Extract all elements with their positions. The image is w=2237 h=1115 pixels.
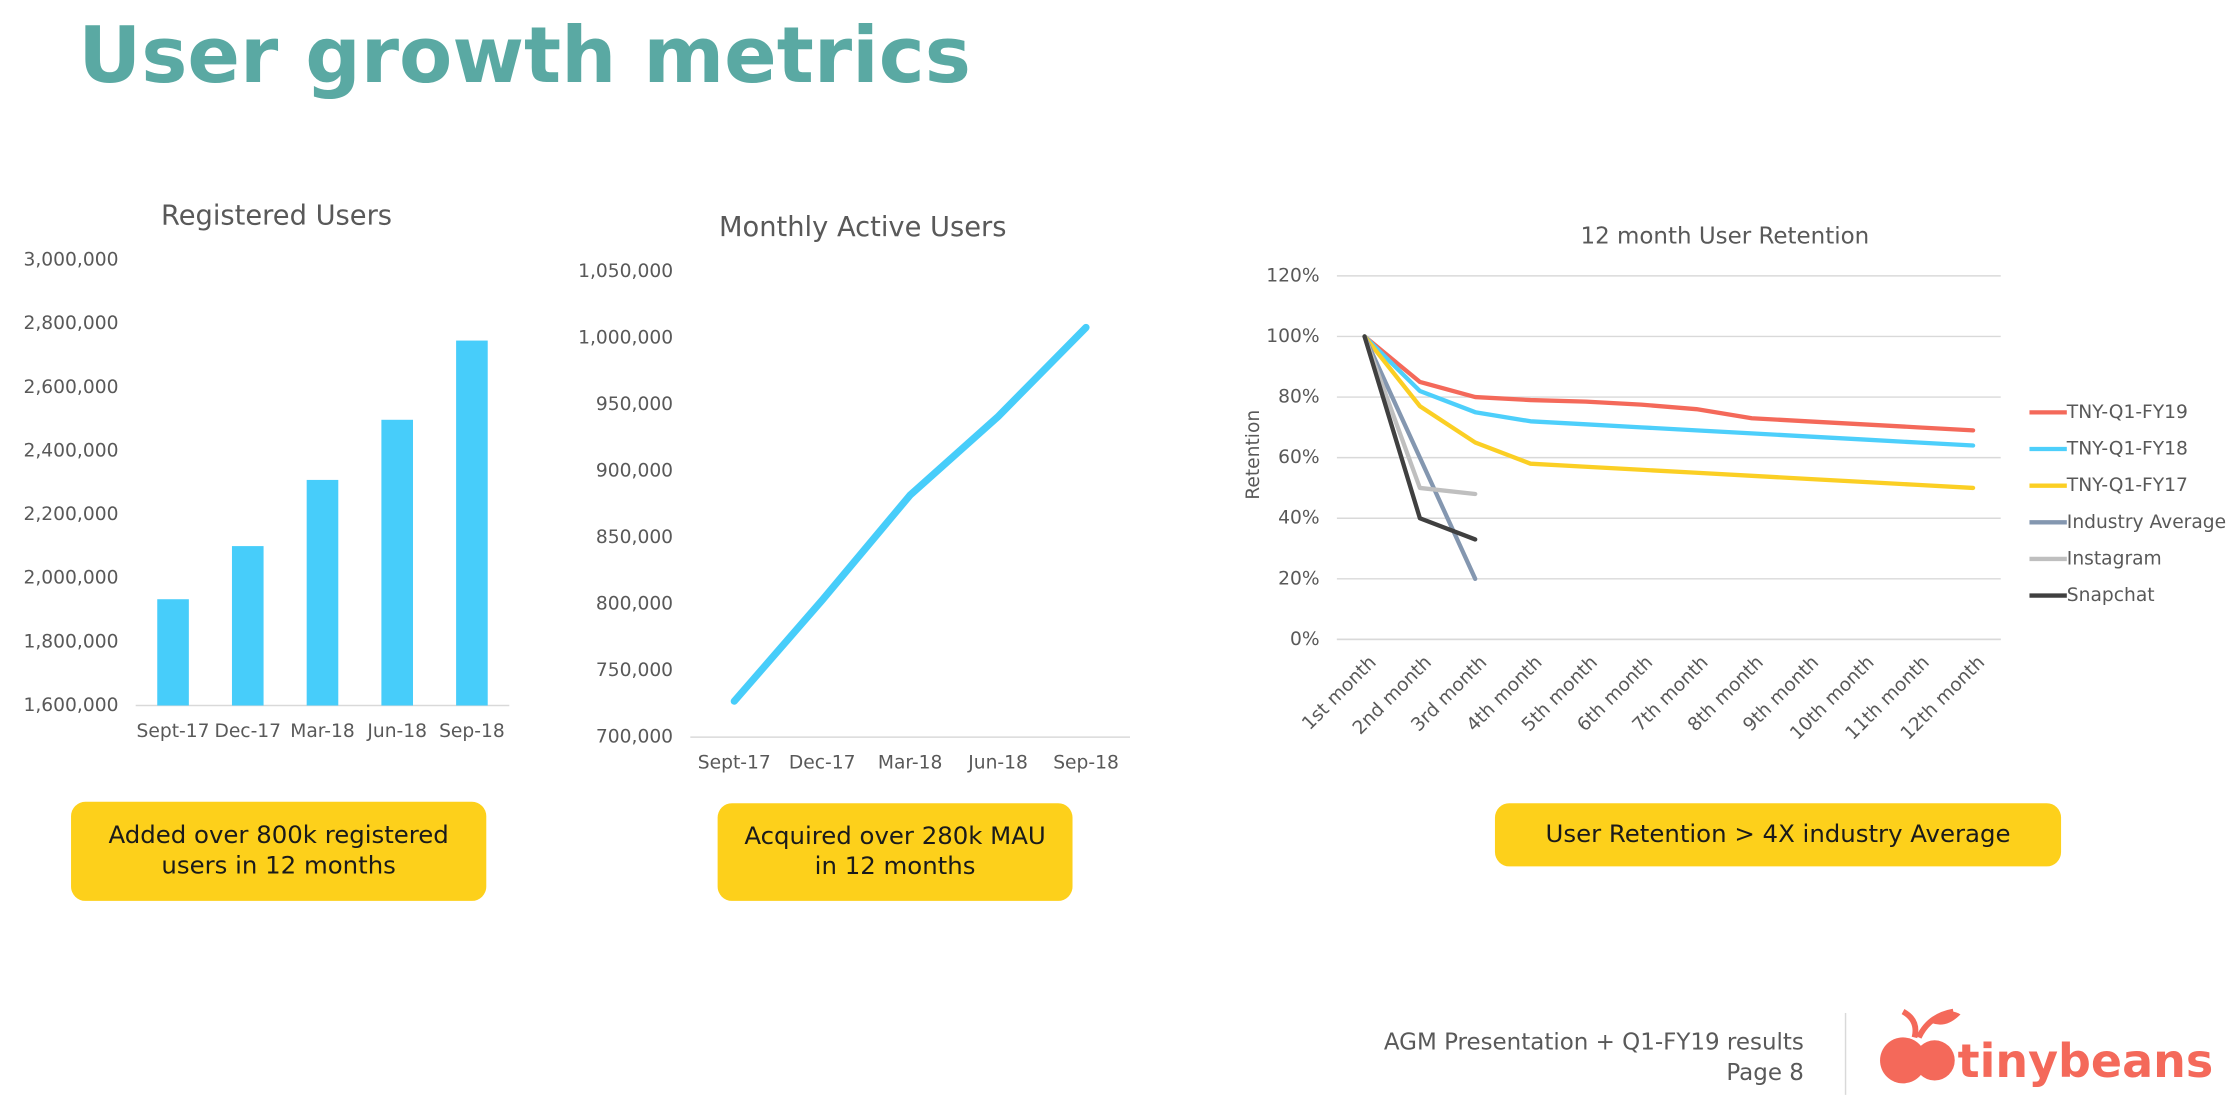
chart-title: Registered Users (161, 200, 392, 231)
y-tick-label: 2,400,000 (23, 440, 118, 461)
y-tick-label: 1,000,000 (578, 328, 673, 349)
x-tick-label: Jun-18 (967, 752, 1028, 773)
y-axis-title: Retention (1243, 410, 1264, 500)
callout-box (1494, 803, 2062, 867)
bar (456, 340, 488, 706)
y-tick-label: 1,800,000 (23, 631, 118, 652)
bar (381, 419, 414, 706)
y-tick-label: 900,000 (596, 461, 673, 482)
bar (231, 546, 264, 706)
callout-text: Added over 800k registered (109, 820, 449, 849)
y-tick-label: 2,000,000 (23, 568, 118, 589)
logo-icon (1880, 1008, 1961, 1084)
callout-box (71, 801, 487, 901)
series-line (1362, 334, 1976, 448)
callout-text: in 12 months (815, 851, 976, 880)
chart-title: 12 month User Retention (1580, 224, 1869, 250)
x-tick-label: Sept-17 (698, 752, 771, 773)
logo-text: tinybeans (1958, 1034, 2214, 1088)
legend-label: Snapchat (2067, 585, 2155, 606)
y-tick-label: 120% (1266, 265, 1319, 286)
legend-label: Industry Average (2067, 512, 2226, 533)
series-line (1362, 334, 1478, 497)
series-line (1362, 334, 1976, 433)
y-tick-label: 2,600,000 (23, 377, 118, 398)
y-tick-label: 950,000 (596, 394, 673, 415)
callout-text: users in 12 months (161, 850, 395, 879)
y-tick-label: 60% (1278, 447, 1319, 468)
y-tick-label: 80% (1278, 387, 1319, 408)
y-tick-label: 2,200,000 (23, 504, 118, 525)
y-tick-label: 700,000 (596, 727, 673, 748)
y-tick-label: 1,600,000 (23, 695, 118, 716)
callout-text: Acquired over 280k MAU (744, 821, 1045, 850)
legend-label: Instagram (2067, 548, 2162, 569)
series-line (1362, 334, 1478, 542)
y-tick-label: 800,000 (596, 594, 673, 615)
y-tick-label: 1,050,000 (578, 261, 673, 282)
x-tick-label: Sep-18 (1053, 752, 1119, 773)
x-tick-label: Mar-18 (290, 721, 354, 742)
y-tick-label: 3,000,000 (23, 250, 118, 271)
legend-label: TNY-Q1-FY18 (2066, 439, 2188, 460)
x-tick-label: Mar-18 (878, 752, 942, 773)
footer-text: Page 8 (1726, 1060, 1804, 1086)
callout-box (717, 803, 1073, 901)
x-tick-label: Sep-18 (439, 721, 505, 742)
footer-text: AGM Presentation + Q1-FY19 results (1384, 1030, 1804, 1056)
y-tick-label: 20% (1278, 568, 1319, 589)
chart-title: Monthly Active Users (719, 212, 1007, 243)
legend-label: TNY-Q1-FY19 (2066, 402, 2188, 423)
y-tick-label: 850,000 (596, 527, 673, 548)
bar (157, 599, 189, 706)
x-tick-label: Dec-17 (214, 721, 281, 742)
y-tick-label: 750,000 (596, 660, 673, 681)
y-tick-label: 0% (1290, 629, 1320, 650)
x-tick-label: Dec-17 (789, 752, 856, 773)
y-tick-label: 100% (1266, 326, 1319, 347)
y-tick-label: 40% (1278, 508, 1319, 529)
series-line (1362, 334, 1478, 581)
y-tick-label: 2,800,000 (23, 313, 118, 334)
legend-label: TNY-Q1-FY17 (2066, 475, 2188, 496)
slide-title: User growth metrics (78, 11, 971, 101)
callout-text: User Retention > 4X industry Average (1546, 819, 2011, 848)
x-tick-label: Jun-18 (366, 721, 427, 742)
x-tick-label: Sept-17 (137, 721, 210, 742)
series-line (1362, 334, 1976, 491)
series-line (730, 323, 1090, 705)
bar (306, 479, 339, 706)
